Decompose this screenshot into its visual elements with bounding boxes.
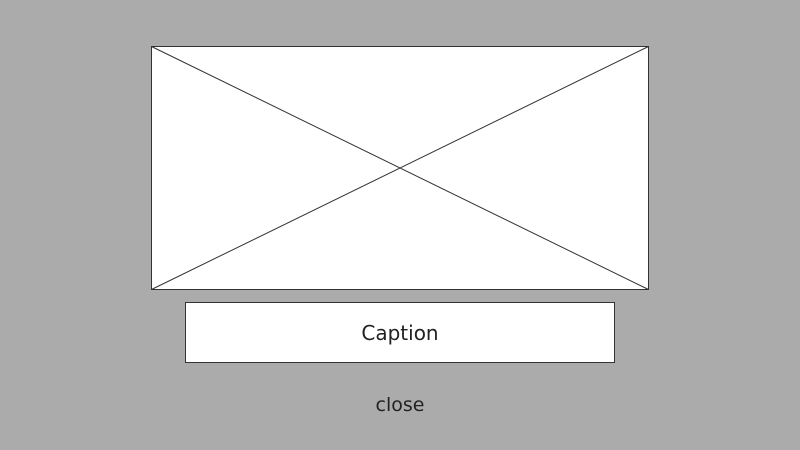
image-placeholder-icon: [151, 46, 649, 290]
caption-box: Caption: [185, 302, 615, 363]
caption-text: Caption: [361, 320, 439, 345]
image-placeholder: [151, 46, 649, 290]
close-button[interactable]: close: [375, 393, 425, 416]
